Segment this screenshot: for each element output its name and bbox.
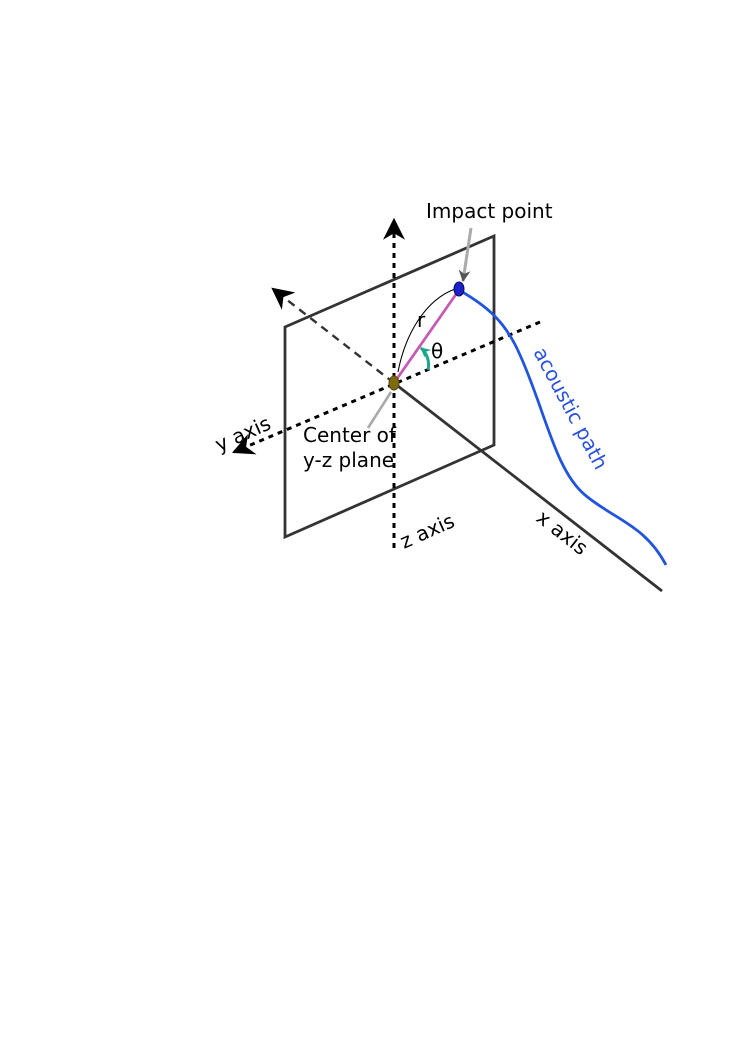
impact-point-marker <box>453 281 465 297</box>
center-leader <box>366 391 393 429</box>
r-leader <box>397 288 456 373</box>
radius-line <box>392 289 461 384</box>
impact-point-label: Impact point <box>426 199 553 223</box>
theta-label: θ <box>431 339 443 363</box>
yz-plane <box>283 233 496 540</box>
theta-arc <box>419 346 432 371</box>
center-point-marker <box>388 375 400 391</box>
x-axis-line <box>393 381 663 593</box>
center-label-line2: y-z plane <box>303 448 394 472</box>
impact-point-leader <box>458 227 473 283</box>
center-label-line1: Center of <box>303 423 397 447</box>
x-axis-negative-arrow <box>271 287 395 384</box>
z-axis-label: z axis <box>396 508 458 553</box>
r-label: r <box>417 308 426 332</box>
acoustic-path-curve <box>458 288 668 566</box>
